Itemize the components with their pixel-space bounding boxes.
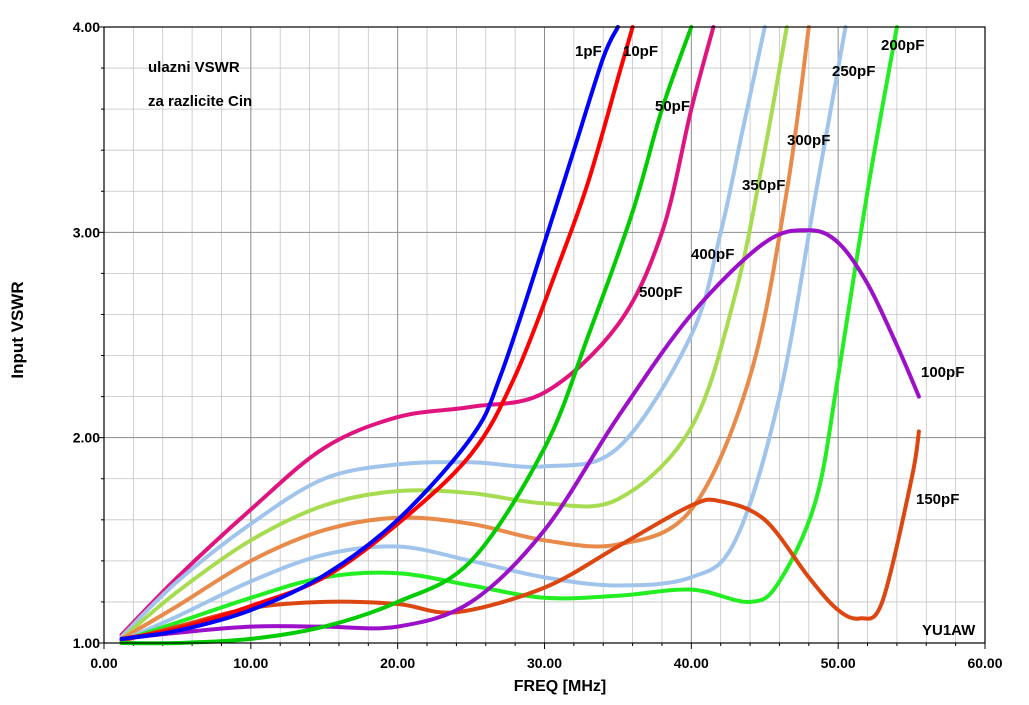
x-tick-label: 40.00: [674, 655, 709, 671]
y-axis-title: Input VSWR: [6, 180, 30, 480]
series-line-10pF: [119, 25, 635, 641]
series-label-1pF: 1pF: [575, 43, 602, 60]
tick-marks: [98, 26, 986, 649]
series-line-350pF: [119, 25, 789, 641]
plot-frame: [103, 26, 986, 644]
x-tick-label: 20.00: [380, 655, 415, 671]
y-tick-labels: 1.00 2.00 3.00 4.00: [73, 19, 100, 651]
series-label-200pF: 200pF: [881, 37, 924, 54]
y-axis-title-text: Input VSWR: [8, 281, 27, 379]
x-tick-label: 30.00: [527, 655, 562, 671]
series-line-250pF: [119, 25, 848, 643]
x-tick-label: 50.00: [821, 655, 856, 671]
series-line-300pF: [119, 25, 811, 641]
series-line-1pF: [119, 25, 620, 641]
series-line-400pF: [119, 25, 767, 639]
x-tick-labels: 0.00 10.00 20.00 30.00 40.00 50.00 60.00: [90, 655, 1002, 671]
series-line-150pF: [119, 429, 921, 643]
series-labels: 1pF 10pF 50pF 500pF 400pF 350pF 300pF 250pF 200p…: [575, 37, 964, 508]
series-line-100pF: [119, 228, 921, 641]
series-lines: [119, 25, 921, 646]
series-label-250pF: 250pF: [832, 63, 875, 80]
y-tick-label: 2.00: [73, 430, 100, 446]
series-label-350pF: 350pF: [742, 177, 785, 194]
series-label-500pF: 500pF: [639, 284, 682, 301]
series-label-150pF: 150pF: [916, 491, 959, 508]
x-tick-label: 0.00: [90, 655, 117, 671]
annotation-title-line1: ulazni VSWR: [148, 59, 240, 76]
x-axis-title: FREQ [MHz]: [513, 678, 607, 695]
y-tick-label: 3.00: [73, 224, 100, 240]
series-label-10pF: 10pF: [623, 43, 658, 60]
series-label-300pF: 300pF: [787, 132, 830, 149]
series-line-200pF: [119, 25, 899, 643]
series-label-100pF: 100pF: [921, 364, 964, 381]
x-tick-label: 10.00: [233, 655, 268, 671]
annotation-title-line2: za razlicite Cin: [148, 93, 253, 110]
x-tick-label: 60.00: [967, 655, 1002, 671]
series-line-500pF: [119, 25, 716, 637]
annotation-signature: YU1AW: [922, 622, 976, 639]
series-label-50pF: 50pF: [655, 98, 690, 115]
y-tick-label: 4.00: [73, 19, 100, 35]
y-tick-label: 1.00: [73, 635, 100, 651]
series-label-400pF: 400pF: [691, 246, 734, 263]
series-line-50pF: [119, 25, 694, 646]
